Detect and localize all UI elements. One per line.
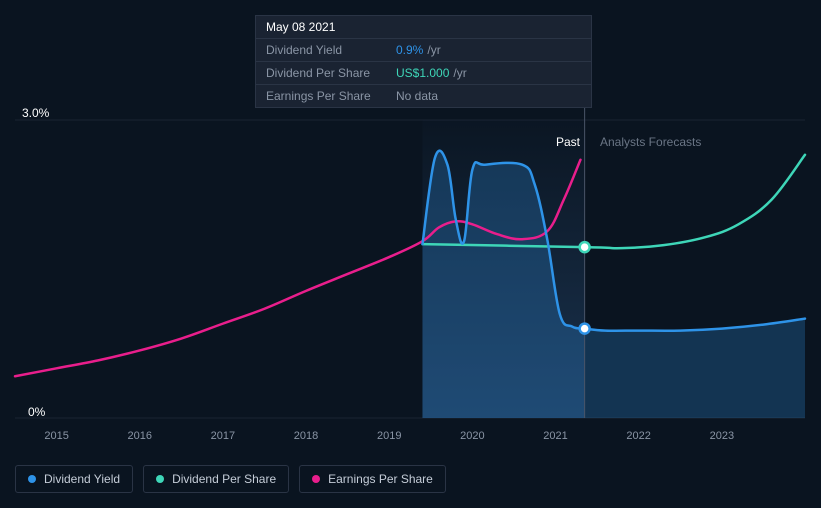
legend-dot <box>156 475 164 483</box>
tooltip-date: May 08 2021 <box>266 20 335 34</box>
x-axis-label: 2016 <box>127 430 151 442</box>
x-axis-label: 2019 <box>377 430 401 442</box>
x-axis-label: 2023 <box>710 430 734 442</box>
legend-dot <box>312 475 320 483</box>
tooltip-row-earnings-per-share: Earnings Per Share No data <box>256 85 591 107</box>
tooltip-row-dividend-yield: Dividend Yield 0.9% /yr <box>256 39 591 62</box>
tooltip-row-dividend-per-share: Dividend Per Share US$1.000 /yr <box>256 62 591 85</box>
past-region-label: Past <box>556 135 580 149</box>
x-axis-label: 2020 <box>460 430 484 442</box>
forecast-region-label: Analysts Forecasts <box>600 135 701 149</box>
legend-label: Dividend Per Share <box>172 472 276 486</box>
legend-item-earnings-per-share[interactable]: Earnings Per Share <box>299 465 446 493</box>
x-axis-label: 2015 <box>44 430 68 442</box>
y-axis-label-max: 3.0% <box>22 106 49 120</box>
legend-label: Earnings Per Share <box>328 472 433 486</box>
tooltip-label: Earnings Per Share <box>266 89 396 103</box>
legend-dot <box>28 475 36 483</box>
legend-item-dividend-per-share[interactable]: Dividend Per Share <box>143 465 289 493</box>
chart-legend: Dividend Yield Dividend Per Share Earnin… <box>15 465 446 493</box>
tooltip-label: Dividend Per Share <box>266 66 396 80</box>
x-axis-label: 2021 <box>543 430 567 442</box>
x-axis-label: 2018 <box>294 430 318 442</box>
tooltip-unit: /yr <box>453 66 466 80</box>
tooltip-value: 0.9% <box>396 43 423 57</box>
tooltip-value: US$1.000 <box>396 66 449 80</box>
tooltip-unit: /yr <box>427 43 440 57</box>
legend-label: Dividend Yield <box>44 472 120 486</box>
x-axis-label: 2022 <box>626 430 650 442</box>
legend-item-dividend-yield[interactable]: Dividend Yield <box>15 465 133 493</box>
tooltip-label: Dividend Yield <box>266 43 396 57</box>
x-axis-label: 2017 <box>211 430 235 442</box>
tooltip-value: No data <box>396 89 438 103</box>
y-axis-label-min: 0% <box>28 405 45 419</box>
chart-tooltip: May 08 2021 Dividend Yield 0.9% /yr Divi… <box>255 15 592 108</box>
